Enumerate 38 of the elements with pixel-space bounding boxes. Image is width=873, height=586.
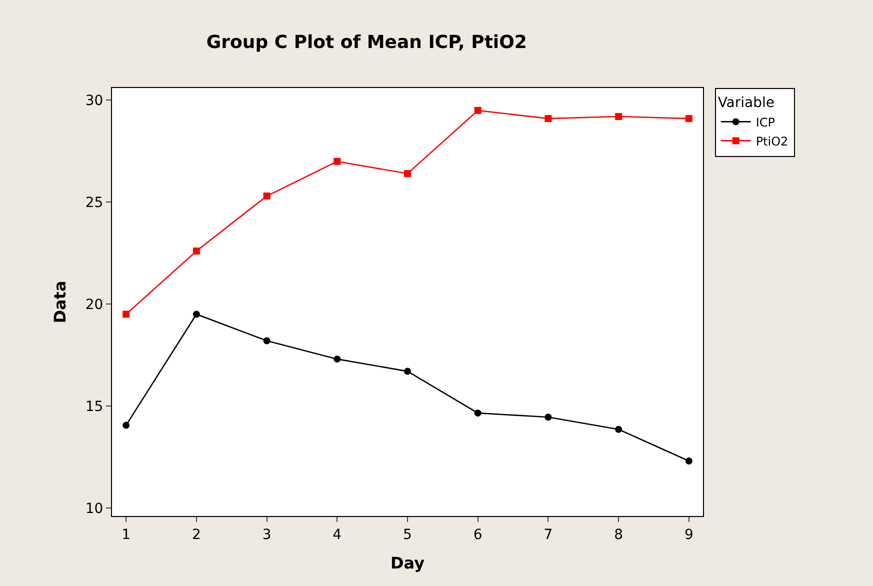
x-tick-label: 4 bbox=[332, 526, 342, 543]
point bbox=[404, 368, 411, 375]
point bbox=[685, 115, 692, 122]
x-tick-label: 3 bbox=[262, 526, 272, 543]
x-tick-label: 8 bbox=[614, 526, 624, 543]
point bbox=[263, 337, 270, 344]
legend-label: ICP bbox=[756, 115, 775, 130]
x-tick-label: 9 bbox=[684, 526, 694, 543]
y-tick-label: 15 bbox=[85, 398, 104, 415]
y-tick-label: 20 bbox=[85, 296, 104, 313]
point bbox=[122, 422, 130, 429]
x-tick-label: 5 bbox=[403, 526, 412, 543]
point bbox=[544, 414, 552, 421]
point bbox=[192, 248, 200, 255]
x-tick-label: 2 bbox=[192, 526, 201, 543]
x-tick-label: 6 bbox=[473, 526, 482, 543]
chart-title: Group C Plot of Mean ICP, PtiO2 bbox=[206, 32, 527, 53]
x-tick-label: 7 bbox=[544, 526, 553, 543]
point bbox=[544, 115, 552, 122]
y-tick-label: 25 bbox=[85, 195, 104, 212]
point bbox=[263, 192, 270, 200]
point bbox=[615, 426, 622, 433]
point bbox=[474, 410, 482, 417]
legend-title: Variable bbox=[718, 95, 775, 112]
point bbox=[474, 106, 482, 114]
point bbox=[615, 113, 622, 120]
point bbox=[192, 310, 200, 318]
y-tick-label: 30 bbox=[85, 93, 104, 110]
y-tick-label: 10 bbox=[85, 500, 104, 517]
point bbox=[404, 170, 411, 178]
y-axis-title: Data bbox=[50, 280, 70, 324]
point bbox=[685, 457, 692, 464]
x-axis-title: Day bbox=[390, 554, 426, 572]
point bbox=[334, 158, 341, 165]
point bbox=[334, 356, 341, 363]
x-tick-label: 1 bbox=[122, 526, 131, 543]
legend-label: PtiO2 bbox=[756, 134, 788, 148]
point bbox=[122, 310, 130, 318]
